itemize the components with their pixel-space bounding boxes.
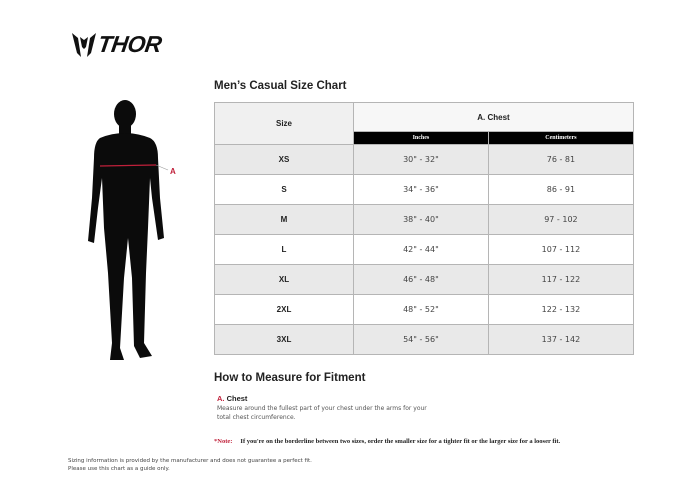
note-text: If you're on the borderline between two …: [240, 438, 561, 445]
inches-cell: 54" - 56": [353, 324, 489, 355]
cm-cell: 117 - 122: [487, 264, 635, 295]
fit-note: *Note: If you're on the borderline betwee…: [214, 438, 560, 445]
thor-logo-icon: [72, 33, 96, 57]
inches-cell: 38" - 40": [353, 204, 489, 235]
size-cell: XL: [214, 264, 354, 295]
chest-measure-line: [99, 164, 157, 167]
table-row: L 42" - 44" 107 - 112: [214, 234, 635, 265]
disclaimer-line: Sizing information is provided by the ma…: [68, 458, 312, 464]
inches-cell: 30" - 32": [353, 144, 489, 175]
cm-cell: 76 - 81: [487, 144, 635, 175]
body-silhouette: A: [88, 100, 176, 360]
cm-cell: 97 - 102: [487, 204, 635, 235]
table-row: M 38" - 40" 97 - 102: [214, 204, 635, 235]
page-title: Men’s Casual Size Chart: [214, 80, 347, 92]
cm-cell: 86 - 91: [487, 174, 635, 205]
table-row: S 34" - 36" 86 - 91: [214, 174, 635, 205]
disclaimer-line: Please use this chart as a guide only.: [68, 466, 170, 472]
inches-cell: 46" - 48": [353, 264, 489, 295]
size-cell: L: [214, 234, 354, 265]
note-label: *Note:: [214, 438, 233, 445]
howto-title: How to Measure for Fitment: [214, 372, 366, 384]
chest-heading: A. Chest: [217, 394, 247, 403]
chest-marker-label: A: [170, 167, 176, 176]
brand-logo-text: THOR: [96, 31, 164, 57]
size-cell: 2XL: [214, 294, 354, 325]
chest-letter: A.: [217, 394, 225, 403]
inches-cell: 48" - 52": [353, 294, 489, 325]
inches-header: Inches: [353, 131, 489, 145]
table-row: 2XL 48" - 52" 122 - 132: [214, 294, 635, 325]
table-row: XS 30" - 32" 76 - 81: [214, 144, 635, 175]
inches-cell: 34" - 36": [353, 174, 489, 205]
table-row: 3XL 54" - 56" 137 - 142: [214, 324, 635, 355]
centimeters-header: Centimeters: [487, 131, 635, 145]
chest-label: Chest: [226, 394, 248, 403]
chest-description: Measure around the fullest part of your …: [217, 405, 427, 421]
cm-cell: 122 - 132: [487, 294, 635, 325]
cm-cell: 137 - 142: [487, 324, 635, 355]
size-cell: M: [214, 204, 354, 235]
size-cell: 3XL: [214, 324, 354, 355]
size-cell: S: [214, 174, 354, 205]
size-cell: XS: [214, 144, 354, 175]
inches-cell: 42" - 44": [353, 234, 489, 265]
cm-cell: 107 - 112: [487, 234, 635, 265]
size-header: Size: [214, 102, 354, 145]
size-chart-table: Size A. Chest Inches Centimeters XS 30" -…: [214, 102, 635, 355]
disclaimer: Sizing information is provided by the ma…: [68, 457, 312, 473]
chest-header: A. Chest: [353, 102, 634, 132]
table-row: XL 46" - 48" 117 - 122: [214, 264, 635, 295]
